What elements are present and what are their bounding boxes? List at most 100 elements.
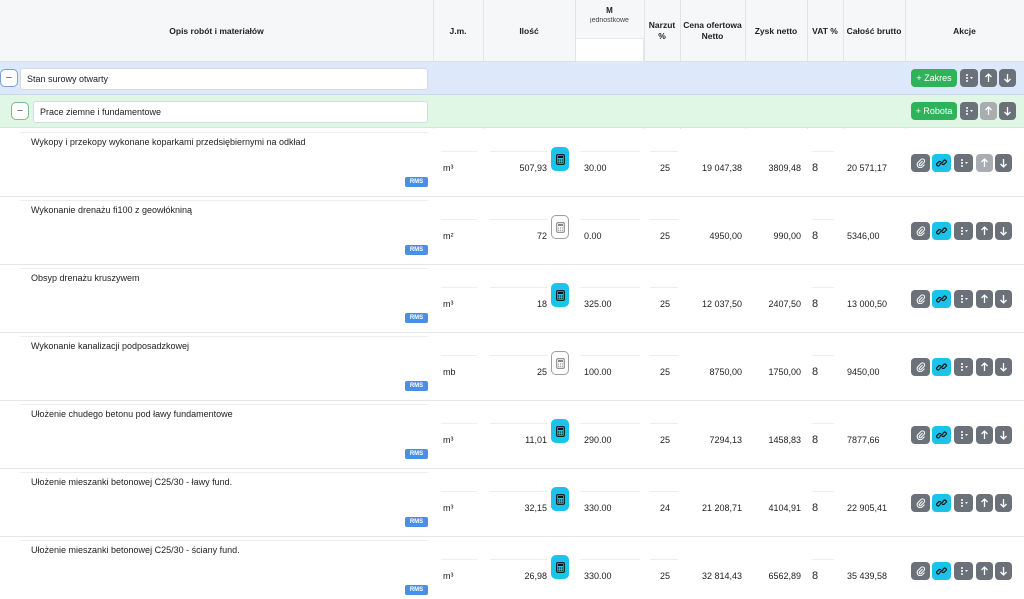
item-quantity-input[interactable]: 26,98 [524,571,547,581]
work-name-input[interactable]: Prace ziemne i fundamentowe [33,101,428,123]
item-unit[interactable]: m³ [443,503,454,513]
item-menu-button[interactable] [954,494,973,512]
rms-badge[interactable]: RMS [405,177,428,187]
item-markup-input[interactable]: 25 [659,163,670,173]
item-description[interactable]: Wykonanie drenażu fi100 z geowłókniną [31,205,193,215]
item-markup-input[interactable]: 25 [659,435,670,445]
attach-button[interactable] [911,222,930,240]
item-move-up-button[interactable] [976,222,993,240]
item-move-down-button[interactable] [995,154,1012,172]
calculator-button[interactable] [551,351,569,375]
calculator-button[interactable] [551,419,569,443]
attach-button[interactable] [911,426,930,444]
item-menu-button[interactable] [954,154,973,172]
link-button[interactable] [932,562,951,580]
add-work-button[interactable]: + Robota [911,102,957,120]
link-button[interactable] [932,494,951,512]
item-move-down-button[interactable] [995,358,1012,376]
rms-badge[interactable]: RMS [405,517,428,527]
item-unit-price-input[interactable]: 100.00 [584,367,612,377]
item-unit[interactable]: m³ [443,163,454,173]
item-unit-price-input[interactable]: 30.00 [584,163,607,173]
item-move-down-button[interactable] [995,222,1012,240]
item-vat-input[interactable]: 8 [812,434,819,446]
item-unit[interactable]: mb [443,367,456,377]
rms-badge[interactable]: RMS [405,585,428,595]
work-menu-button[interactable] [960,102,978,120]
work-move-up-button[interactable] [980,102,997,120]
item-unit-price-input[interactable]: 0.00 [584,231,602,241]
item-menu-button[interactable] [954,562,973,580]
item-unit-price-input[interactable]: 290.00 [584,435,612,445]
calculator-button[interactable] [551,283,569,307]
item-move-down-button[interactable] [995,562,1012,580]
item-unit[interactable]: m³ [443,299,454,309]
scope-menu-button[interactable] [960,69,978,87]
item-menu-button[interactable] [954,426,973,444]
item-quantity-input[interactable]: 11,01 [525,435,547,445]
item-description[interactable]: Ułożenie chudego betonu pod ławy fundame… [31,409,233,419]
item-quantity-input[interactable]: 72 [536,231,547,241]
link-button[interactable] [932,222,951,240]
calculator-button[interactable] [551,215,569,239]
item-move-down-button[interactable] [995,426,1012,444]
calculator-button[interactable] [551,147,569,171]
item-quantity-input[interactable]: 32,15 [524,503,547,513]
item-markup-input[interactable]: 25 [659,367,670,377]
rms-badge[interactable]: RMS [405,381,428,391]
item-move-up-button[interactable] [976,494,993,512]
item-unit[interactable]: m³ [443,435,454,445]
item-markup-input[interactable]: 25 [659,299,670,309]
item-markup-input[interactable]: 25 [659,231,670,241]
attach-button[interactable] [911,494,930,512]
attach-button[interactable] [911,290,930,308]
item-description[interactable]: Ułożenie mieszanki betonowej C25/30 - ła… [31,477,233,487]
item-description[interactable]: Obsyp drenażu kruszywem [31,273,140,283]
scope-collapse-toggle[interactable]: − [0,69,18,87]
link-button[interactable] [932,290,951,308]
scope-move-down-button[interactable] [999,69,1016,87]
link-button[interactable] [932,358,951,376]
link-button[interactable] [932,154,951,172]
item-markup-input[interactable]: 25 [659,571,670,581]
item-vat-input[interactable]: 8 [812,570,819,582]
item-menu-button[interactable] [954,358,973,376]
item-unit-price-input[interactable]: 330.00 [584,503,612,513]
item-quantity-input[interactable]: 25 [536,367,547,377]
rms-badge[interactable]: RMS [405,245,428,255]
item-move-up-button[interactable] [976,562,993,580]
rms-badge[interactable]: RMS [405,313,428,323]
calculator-button[interactable] [551,487,569,511]
item-markup-input[interactable]: 24 [659,503,670,513]
item-vat-input[interactable]: 8 [812,502,819,514]
attach-button[interactable] [911,562,930,580]
item-move-down-button[interactable] [995,290,1012,308]
item-unit-price-input[interactable]: 330.00 [584,571,612,581]
rms-badge[interactable]: RMS [405,449,428,459]
item-move-up-button[interactable] [976,154,993,172]
item-description[interactable]: Ułożenie mieszanki betonowej C25/30 - śc… [31,545,240,555]
item-move-up-button[interactable] [976,290,993,308]
attach-button[interactable] [911,358,930,376]
item-vat-input[interactable]: 8 [812,298,819,310]
item-quantity-input[interactable]: 507,93 [519,163,547,173]
scope-move-up-button[interactable] [980,69,997,87]
work-collapse-toggle[interactable]: − [11,102,29,120]
item-move-up-button[interactable] [976,426,993,444]
attach-button[interactable] [911,154,930,172]
item-menu-button[interactable] [954,222,973,240]
item-move-up-button[interactable] [976,358,993,376]
calculator-button[interactable] [551,555,569,579]
item-description[interactable]: Wykopy i przekopy wykonane koparkami prz… [31,137,306,147]
link-button[interactable] [932,426,951,444]
item-description[interactable]: Wykonanie kanalizacji podposadzkowej [31,341,190,351]
item-vat-input[interactable]: 8 [812,366,819,378]
item-move-down-button[interactable] [995,494,1012,512]
item-unit-price-input[interactable]: 325.00 [584,299,612,309]
item-vat-input[interactable]: 8 [812,162,819,174]
item-unit[interactable]: m³ [443,571,454,581]
item-vat-input[interactable]: 8 [812,230,819,242]
item-quantity-input[interactable]: 18 [536,299,547,309]
scope-name-input[interactable]: Stan surowy otwarty [20,68,428,90]
work-move-down-button[interactable] [999,102,1016,120]
